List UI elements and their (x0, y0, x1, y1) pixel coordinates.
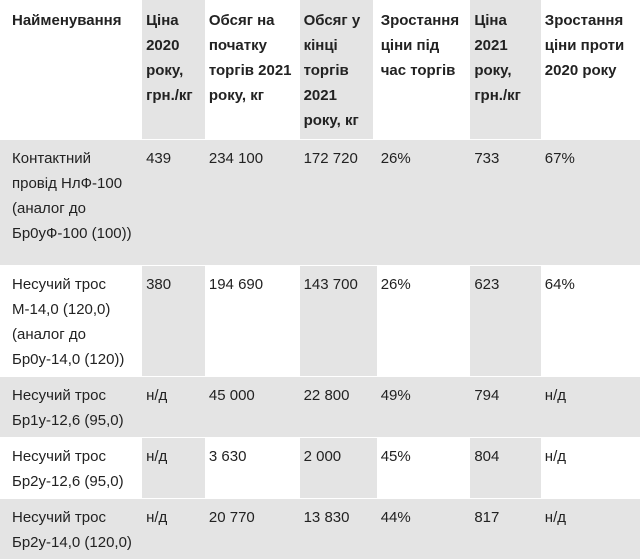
cell-growth-vs-2020: н/д (540, 438, 640, 499)
cell-volume-end: 2 000 (299, 438, 377, 499)
header-volume-end: Обсяг у кінці торгів 2021 року, кг (299, 0, 377, 140)
cell-growth-during: 26% (376, 140, 471, 266)
cell-growth-vs-2020: н/д (540, 377, 640, 438)
cell-volume-start: 3 630 (204, 438, 300, 499)
header-growth-vs-2020: Зростання ціни проти 2020 року (540, 0, 640, 140)
table-row: Несучий трос Бр1у-12,6 (95,0) н/д 45 000… (0, 377, 640, 438)
cell-price-2021: 804 (470, 438, 541, 499)
cell-volume-end: 143 700 (299, 266, 377, 377)
cell-price-2021: 623 (470, 266, 541, 377)
header-price-2020: Ціна 2020 року, грн./кг (142, 0, 205, 140)
table-header-row: Найменування Ціна 2020 року, грн./кг Обс… (0, 0, 640, 140)
cell-name: Несучий трос М-14,0 (120,0) (аналог до Б… (0, 266, 143, 377)
cell-price-2020: 380 (142, 266, 205, 377)
cell-name: Несучий трос Бр2у-12,6 (95,0) (0, 438, 143, 499)
cell-growth-during: 26% (376, 266, 471, 377)
cell-name: Контактний провід НлФ-100 (аналог до Бр0… (0, 140, 143, 266)
cell-price-2021: 817 (470, 499, 541, 560)
cell-volume-start: 234 100 (204, 140, 300, 266)
table-row: Несучий трос Бр2у-12,6 (95,0) н/д 3 630 … (0, 438, 640, 499)
cell-name: Несучий трос Бр2у-14,0 (120,0) (0, 499, 143, 560)
cell-volume-start: 194 690 (204, 266, 300, 377)
cell-growth-during: 49% (376, 377, 471, 438)
cell-volume-start: 20 770 (204, 499, 300, 560)
cell-growth-vs-2020: н/д (540, 499, 640, 560)
cell-volume-start: 45 000 (204, 377, 300, 438)
cell-price-2020: н/д (142, 499, 205, 560)
header-price-2021: Ціна 2021 року, грн./кг (470, 0, 541, 140)
header-name: Найменування (0, 0, 143, 140)
cell-growth-vs-2020: 64% (540, 266, 640, 377)
cell-price-2020: 439 (142, 140, 205, 266)
cell-price-2020: н/д (142, 377, 205, 438)
header-growth-during: Зростання ціни під час торгів (376, 0, 471, 140)
table-row: Несучий трос Бр2у-14,0 (120,0) н/д 20 77… (0, 499, 640, 560)
cell-volume-end: 13 830 (299, 499, 377, 560)
cell-price-2021: 794 (470, 377, 541, 438)
table-row: Контактний провід НлФ-100 (аналог до Бр0… (0, 140, 640, 266)
cell-volume-end: 172 720 (299, 140, 377, 266)
cell-price-2021: 733 (470, 140, 541, 266)
cell-growth-vs-2020: 67% (540, 140, 640, 266)
table-row: Несучий трос М-14,0 (120,0) (аналог до Б… (0, 266, 640, 377)
cell-price-2020: н/д (142, 438, 205, 499)
cell-growth-during: 44% (376, 499, 471, 560)
cell-growth-during: 45% (376, 438, 471, 499)
cell-name: Несучий трос Бр1у-12,6 (95,0) (0, 377, 143, 438)
cell-volume-end: 22 800 (299, 377, 377, 438)
header-volume-start: Обсяг на початку торгів 2021 року, кг (204, 0, 300, 140)
